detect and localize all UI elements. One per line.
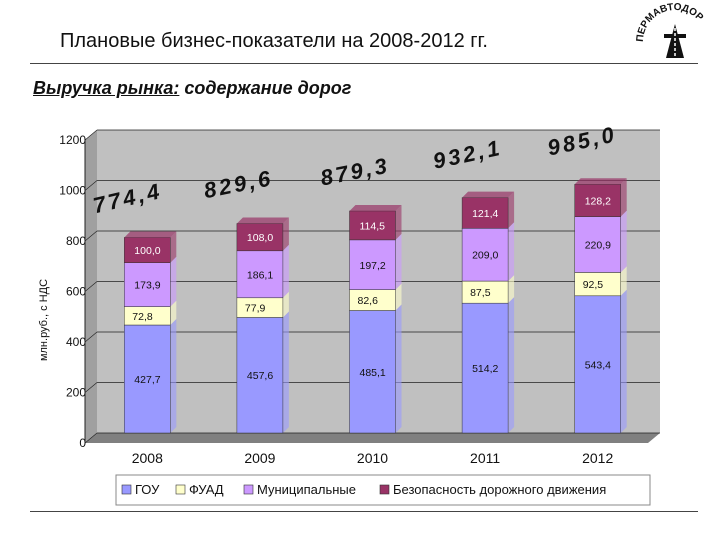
bar-segment-side [282, 311, 289, 433]
data-label: 457,6 [247, 370, 273, 382]
bar-segment [236, 317, 284, 434]
data-label: 543,4 [585, 359, 611, 371]
gridline-diag [84, 129, 98, 141]
subtitle-rest: содержание дорог [179, 78, 352, 98]
bar-segment-side [282, 291, 289, 318]
bar-top-face [574, 178, 627, 185]
data-label: 220,9 [585, 240, 611, 252]
bar-segment-side [508, 297, 515, 433]
x-tick-label: 2012 [582, 450, 613, 466]
bar-segment-side [282, 217, 289, 251]
bar-top-face [236, 217, 289, 224]
bar-segment-side [620, 178, 627, 217]
bar-segment [574, 184, 621, 217]
data-label: 173,9 [134, 280, 160, 292]
bar-top-face [124, 231, 177, 238]
x-tick-label: 2011 [470, 450, 500, 466]
gridline-diag [84, 281, 98, 292]
legend-label: ГОУ [135, 482, 160, 497]
gridline-diag [84, 331, 98, 343]
legend-swatch [379, 484, 390, 495]
gridline-diag [84, 382, 98, 393]
bar-segment-side [395, 283, 402, 311]
plot-floor [85, 433, 660, 443]
bar-segment-side [620, 210, 627, 273]
y-tick-label: 1200 [59, 133, 86, 147]
bar-segment [124, 262, 171, 307]
data-label: 82,6 [358, 295, 379, 307]
y-tick-label: 200 [66, 386, 86, 400]
data-label: 100,0 [134, 245, 160, 257]
bar-top-face [462, 191, 515, 198]
x-tick-label: 2009 [244, 450, 275, 466]
bar-segment-side [395, 233, 402, 290]
bar-segment-side [170, 300, 177, 326]
y-tick-label: 1000 [59, 184, 86, 198]
bar-segment [574, 295, 621, 434]
data-label: 72,8 [132, 311, 153, 323]
company-logo: ПЕРМАВТОДОР [636, 2, 705, 58]
bar-segment-side [170, 256, 177, 307]
bar-segment-side [508, 191, 515, 229]
data-label: 121,4 [472, 208, 498, 220]
data-label: 485,1 [360, 367, 386, 379]
bar-segment-side [620, 266, 627, 296]
data-label: 427,7 [134, 374, 160, 386]
y-tick-label: 600 [66, 285, 86, 299]
bar-segment [574, 216, 621, 273]
data-label: 209,0 [472, 250, 498, 262]
bar-segment [349, 310, 396, 434]
bar-segment-side [170, 231, 177, 263]
data-label: 92,5 [583, 279, 604, 291]
header-divider [30, 63, 698, 64]
legend-swatch [175, 484, 186, 495]
bar-segment-side [620, 289, 627, 433]
y-tick-label: 400 [66, 335, 86, 349]
x-tick-label: 2010 [357, 450, 388, 466]
data-label: 128,2 [585, 195, 611, 207]
y-tick-label: 0 [79, 436, 86, 450]
data-label: 108,0 [247, 232, 273, 244]
legend-label: ФУАД [189, 482, 224, 497]
bar-segment [349, 210, 396, 241]
page-title: Плановые бизнес-показатели на 2008-2012 … [60, 30, 488, 52]
data-label: 77,9 [245, 303, 266, 315]
bar-segment-side [508, 222, 515, 282]
data-label: 514,2 [472, 363, 498, 375]
bar-segment [349, 239, 396, 290]
legend-swatch [121, 484, 132, 495]
gridline-diag [84, 432, 98, 444]
section-subtitle: Выручка рынка: содержание дорог [33, 78, 351, 99]
data-label: 114,5 [360, 220, 386, 232]
gridline-diag [84, 180, 98, 191]
bar-segment [461, 197, 509, 229]
subtitle-lead: Выручка рынка: [33, 78, 180, 98]
bar-segment [124, 324, 171, 434]
data-label: 186,1 [247, 269, 273, 281]
legend-swatch [243, 484, 254, 495]
x-tick-label: 2008 [132, 450, 163, 466]
y-tick-label: 800 [66, 234, 86, 248]
data-label: 87,5 [470, 287, 491, 299]
bar-top-face [349, 204, 402, 211]
bar-segment [461, 302, 509, 434]
y-axis-label: млн.руб., с НДС [38, 279, 50, 361]
bar-segment-side [170, 319, 177, 433]
legend-label: Безопасность дорожного движения [393, 482, 606, 497]
bar-segment-side [395, 204, 402, 240]
gridline-diag [84, 230, 98, 242]
bar-segment-side [395, 304, 402, 433]
bar-segment [461, 228, 509, 282]
legend-label: Муниципальные [257, 482, 356, 497]
bar-segment [236, 223, 284, 252]
footer-divider [30, 511, 698, 512]
bar-segment [236, 250, 284, 299]
bar-segment-side [282, 244, 289, 298]
data-label: 197,2 [360, 260, 386, 272]
bar-segment-side [508, 275, 515, 304]
